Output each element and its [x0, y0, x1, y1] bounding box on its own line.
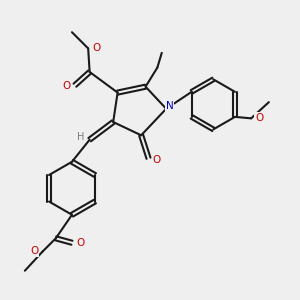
Text: H: H	[77, 132, 85, 142]
Text: O: O	[92, 43, 101, 53]
Text: O: O	[30, 246, 38, 256]
Text: O: O	[62, 81, 71, 91]
Text: O: O	[255, 113, 263, 123]
Text: O: O	[152, 155, 160, 165]
Text: N: N	[166, 101, 174, 111]
Text: O: O	[77, 238, 85, 248]
